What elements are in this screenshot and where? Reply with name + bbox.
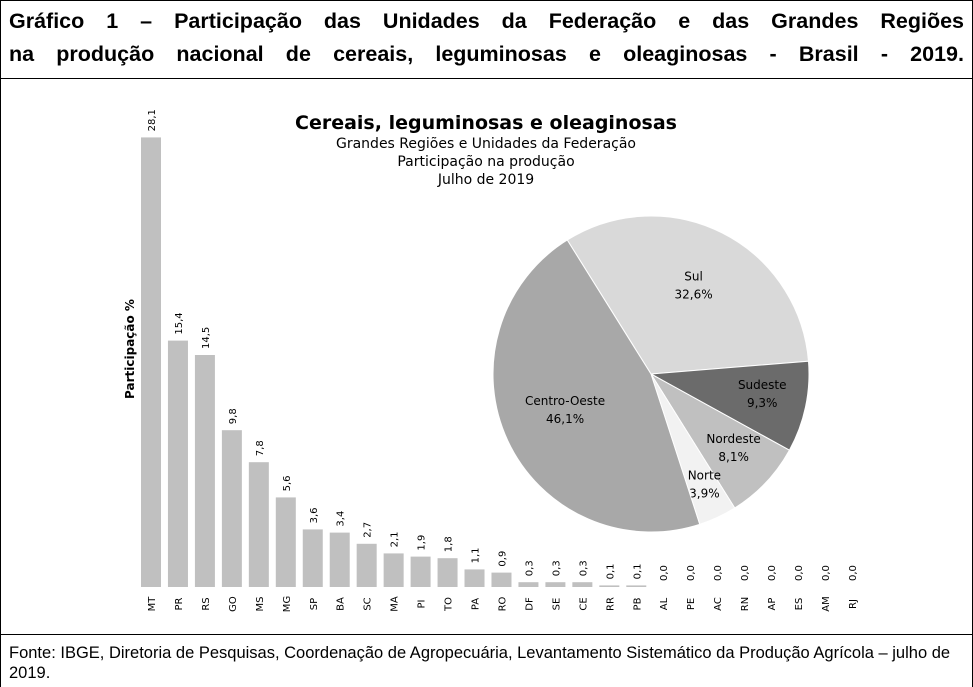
value-label: 3,6 (309, 507, 320, 523)
value-label: 0,0 (686, 565, 697, 581)
bar (356, 543, 377, 587)
x-tick-label: BA (336, 597, 347, 611)
pie-subtitle: Julho de 2019 (437, 172, 534, 188)
bar (545, 582, 566, 587)
value-label: 0,3 (524, 560, 535, 576)
bar (626, 585, 647, 587)
bar (599, 585, 620, 587)
x-tick-label: MG (282, 596, 293, 612)
source: Fonte: IBGE, Diretoria de Pesquisas, Coo… (1, 634, 972, 683)
title-line: na produção nacional de cereais, legumin… (9, 42, 964, 66)
bar (464, 569, 485, 587)
bar (248, 462, 269, 587)
x-tick-label: MA (390, 596, 401, 612)
x-tick-label: GO (228, 596, 239, 612)
y-axis-label: Participação % (123, 299, 137, 399)
x-tick-label: AL (659, 597, 670, 610)
value-label: 0,3 (551, 560, 562, 576)
x-tick-label: PB (632, 597, 643, 610)
x-tick-label: RJ (848, 599, 859, 609)
x-tick-label: MS (255, 597, 266, 612)
x-tick-label: RO (497, 596, 508, 611)
value-label: 0,0 (713, 565, 724, 581)
slice-label: Norte (688, 469, 721, 483)
value-label: 0,0 (767, 565, 778, 581)
header: Gráfico 1 – Participação das Unidades da… (1, 1, 972, 79)
pie-subtitle: Grandes Regiões e Unidades da Federação (336, 136, 636, 152)
x-tick-label: RR (605, 597, 616, 611)
bar (275, 497, 296, 587)
value-label: 0,0 (659, 565, 670, 581)
pie-subtitle: Participação na produção (397, 154, 574, 170)
value-label: 0,9 (497, 551, 508, 567)
x-tick-label: DF (524, 597, 535, 611)
value-label: 14,5 (201, 327, 212, 349)
x-tick-label: AM (821, 596, 832, 611)
pie-title: Cereais, leguminosas e oleaginosas (295, 112, 677, 134)
value-label: 1,9 (417, 535, 428, 551)
x-tick-label: AP (767, 598, 778, 611)
x-tick-label: SE (551, 598, 562, 611)
slice-label: Centro-Oeste (525, 394, 605, 408)
bar (383, 553, 404, 587)
bar (518, 582, 539, 587)
bar (329, 532, 350, 587)
bar (572, 582, 593, 587)
value-label: 2,1 (390, 531, 401, 547)
bar (141, 137, 161, 587)
bar (194, 355, 215, 587)
x-tick-label: SP (309, 598, 320, 610)
value-label: 0,0 (848, 565, 859, 581)
value-label: 0,1 (605, 563, 616, 579)
value-label: 2,7 (363, 522, 374, 538)
bar (167, 340, 188, 587)
slice-label: Sul (684, 269, 703, 283)
slice-label: Nordeste (706, 432, 760, 446)
slice-value-label: 46,1% (546, 412, 584, 426)
value-label: 0,0 (821, 565, 832, 581)
slice-value-label: 32,6% (675, 287, 713, 301)
bar (437, 558, 458, 587)
x-tick-label: SC (363, 597, 374, 610)
value-label: 3,4 (336, 511, 347, 527)
value-label: 28,1 (147, 109, 158, 131)
x-tick-label: AC (713, 597, 724, 611)
x-tick-label: RN (740, 597, 751, 611)
x-tick-label: ES (794, 598, 805, 611)
slice-value-label: 8,1% (718, 450, 749, 464)
slice-value-label: 9,3% (747, 396, 778, 410)
value-label: 0,0 (794, 565, 805, 581)
x-tick-label: PR (174, 597, 185, 610)
bar (302, 529, 323, 587)
slice-label: Sudeste (738, 378, 787, 392)
bar (410, 556, 431, 587)
pie-slice (566, 215, 810, 375)
bar (221, 430, 242, 587)
value-label: 7,8 (255, 440, 266, 456)
value-label: 0,0 (740, 565, 751, 581)
x-tick-label: MT (147, 596, 158, 612)
value-label: 0,1 (632, 563, 643, 579)
x-tick-label: RS (201, 597, 212, 610)
pie-slice (492, 239, 701, 533)
x-tick-label: PE (686, 598, 697, 610)
x-tick-label: PI (417, 600, 428, 609)
value-label: 9,8 (228, 408, 239, 424)
pie-slice (649, 360, 810, 451)
value-label: 1,1 (471, 547, 482, 563)
title-line: Gráfico 1 – Participação das Unidades da… (9, 9, 964, 33)
x-tick-label: PA (471, 598, 482, 610)
value-label: 15,4 (174, 312, 185, 334)
slice-value-label: 3,9% (689, 487, 720, 501)
value-label: 1,8 (444, 536, 455, 552)
chart: Participação % 28,1 MT 15,4 PR 14,5 RS 9,8 GO 7,8… (123, 109, 859, 612)
bar (491, 572, 512, 587)
value-label: 5,6 (282, 475, 293, 491)
x-tick-label: TO (444, 597, 455, 612)
value-label: 0,3 (578, 560, 589, 576)
x-tick-label: CE (578, 597, 589, 610)
